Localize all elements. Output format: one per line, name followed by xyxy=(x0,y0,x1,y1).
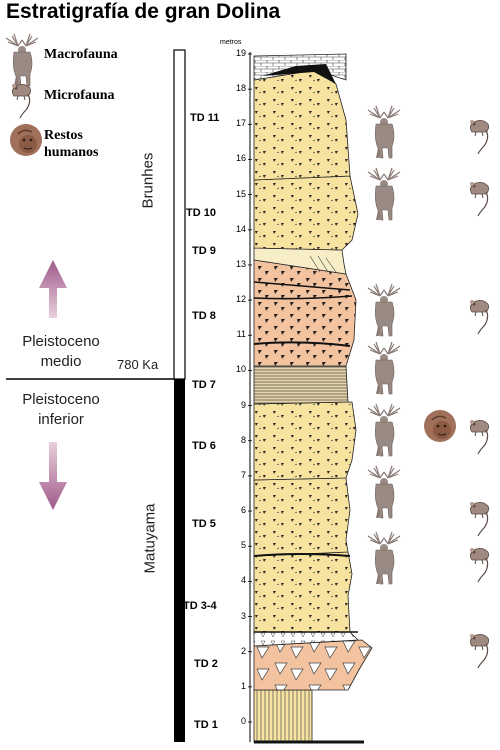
depth-tick-label: 13 xyxy=(235,258,246,269)
depth-tick-label: 1 xyxy=(240,680,246,691)
depth-tick-label: 19 xyxy=(235,48,246,58)
deer-icon-td6 xyxy=(367,403,401,457)
rodent-icon-td6 xyxy=(469,419,490,455)
legend-macrofauna-label: Macrofauna xyxy=(44,47,118,62)
legend-hominid-icon xyxy=(9,123,43,157)
deer-icon-td11 xyxy=(367,105,401,159)
polarity-bar-reversed xyxy=(174,379,185,742)
depth-tick-label: 6 xyxy=(240,505,246,516)
depth-tick-label: 3 xyxy=(240,610,246,621)
unit-label-td7: TD 7 xyxy=(192,379,216,391)
layer-td5 xyxy=(253,477,351,557)
rodent-icon-td5-lower xyxy=(469,547,490,583)
unit-label-td10: TD 10 xyxy=(186,207,216,219)
depth-tick-label: 16 xyxy=(235,153,246,164)
deer-icon-td5-upper xyxy=(367,465,401,519)
arrow-up-icon xyxy=(39,260,67,318)
layer-td7 xyxy=(253,365,349,405)
figure-title: Estratigrafía de gran Dolina xyxy=(6,0,281,23)
depth-tick-label: 17 xyxy=(235,118,246,129)
layer-td10 xyxy=(253,175,359,251)
unit-label-td11: TD 11 xyxy=(190,112,220,124)
layer-td11 xyxy=(253,69,351,181)
layer-cap-dark xyxy=(262,64,336,84)
depth-tick-label: 11 xyxy=(236,329,246,340)
legend-restos-label-2: humanos xyxy=(44,145,99,160)
deer-icon-td10 xyxy=(367,167,401,221)
depth-tick-label: 8 xyxy=(240,434,246,445)
layer-td3-4 xyxy=(253,551,353,633)
unit-label-td3-4: TD 3-4 xyxy=(183,600,217,612)
boundary-age-label: 780 Ka xyxy=(117,357,159,372)
unit-label-td8: TD 8 xyxy=(192,310,216,322)
deer-icon-td5-lower xyxy=(367,531,401,585)
unit-label-td6: TD 6 xyxy=(192,440,216,452)
rodent-icon-td10 xyxy=(469,181,490,217)
layer-td1 xyxy=(253,689,313,743)
legend-restos-label-1: Restos xyxy=(44,128,83,143)
depth-tick-label: 12 xyxy=(235,294,246,305)
rodent-icon-td5-upper xyxy=(469,501,490,537)
depth-tick-label: 9 xyxy=(240,399,246,410)
epoch-inferior-line1: Pleistoceno xyxy=(22,391,100,408)
scale-unit-label: metros xyxy=(220,39,242,46)
deer-icon-td8-upper xyxy=(367,283,401,337)
arrow-down-icon xyxy=(39,442,67,510)
layer-td8 xyxy=(253,259,357,367)
depth-tick-label: 0 xyxy=(240,716,246,726)
epoch-inferior-line2: inferior xyxy=(38,411,84,428)
rodent-icon-td11 xyxy=(469,119,490,155)
epoch-medio-line2: medio xyxy=(40,353,82,370)
depth-tick-label: 18 xyxy=(235,83,246,94)
depth-tick-label: 2 xyxy=(240,645,246,656)
depth-tick-label: 15 xyxy=(235,188,246,199)
unit-label-td2: TD 2 xyxy=(194,658,218,670)
depth-tick-label: 4 xyxy=(240,575,246,586)
layer-td6 xyxy=(253,401,357,481)
depth-tick-label: 5 xyxy=(240,540,246,551)
unit-label-td9: TD 9 xyxy=(192,245,216,257)
unit-label-td1: TD 1 xyxy=(194,719,218,731)
layer-td2 xyxy=(253,639,373,691)
legend-microfauna-label: Microfauna xyxy=(44,88,115,103)
epoch-medio-line1: Pleistoceno xyxy=(22,333,100,350)
legend-deer-icon xyxy=(5,33,39,87)
legend-rodent-icon xyxy=(11,83,32,119)
deer-icon-td8-lower xyxy=(367,341,401,395)
depth-tick-label: 10 xyxy=(235,364,246,375)
rodent-icon-td2 xyxy=(469,633,490,669)
depth-tick-label: 7 xyxy=(240,469,246,480)
hominid-icon-td6 xyxy=(423,409,457,443)
unit-label-td5: TD 5 xyxy=(192,518,216,530)
depth-tick-label: 14 xyxy=(235,223,246,234)
polarity-bar-normal xyxy=(173,49,186,380)
rodent-icon-td8 xyxy=(469,299,490,335)
